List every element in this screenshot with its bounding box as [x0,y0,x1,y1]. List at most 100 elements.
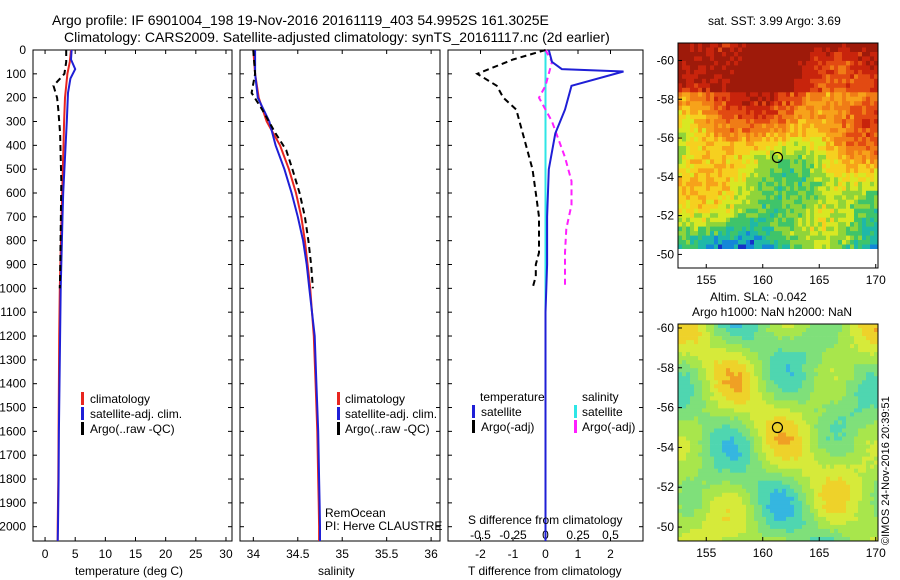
sst-cell [854,195,859,201]
sla-cell [678,356,683,361]
sla-cell [718,364,723,369]
sst-cell [730,101,735,107]
sla-cell [762,404,767,409]
sla-cell [750,340,755,345]
sla-cell [730,324,735,329]
sst-cell [766,159,771,165]
sla-cell [830,432,835,437]
sla-cell [826,392,831,397]
sla-cell [798,424,803,429]
sla-cell [762,412,767,417]
sst-cell [738,74,743,80]
sst-cell [694,47,699,53]
sla-cell [794,324,799,329]
sst-cell [814,56,819,62]
sst-cell [826,235,831,241]
sst-cell [766,163,771,169]
sla-cell [838,496,843,502]
sst-cell [722,168,727,174]
sst-cell [826,105,831,111]
sla-cell [826,356,831,361]
sla-cell [830,428,835,433]
sst-cell [726,150,731,156]
difference-legend: temperature salinity satellite Argo(-adj… [472,390,635,434]
sla-cell [798,412,803,417]
sst-cell [698,199,703,205]
sla-cell [698,432,703,437]
sla-cell [722,380,727,385]
sla-cell [810,500,815,506]
sst-cell [702,235,707,241]
sst-cell [726,137,731,142]
sla-cell [834,348,839,353]
sla-cell [810,448,815,453]
sst-cell [774,69,779,75]
sla-cell [702,416,707,421]
sla-cell [714,440,719,445]
sla-cell [686,336,691,341]
sst-cell [858,146,863,151]
sst-cell [678,110,683,116]
sla-cell [678,364,683,369]
sla-cell [798,360,803,365]
sst-cell [690,213,695,219]
sla-cell [738,340,743,345]
sst-cell [814,96,819,102]
sst-cell [758,110,763,116]
sst-cell [870,150,875,156]
sla-cell [806,380,811,385]
sla-cell [782,364,787,369]
sla-cell [870,460,875,465]
sla-cell [782,356,787,361]
sst-cell [850,217,855,223]
sla-cell [750,408,755,413]
legend-title-temperature: temperature [480,390,545,404]
sla-cell [694,512,699,518]
sst-cell [786,110,791,116]
sla-cell [814,376,819,381]
sst-cell [702,69,707,75]
sla-cell [750,432,755,437]
sla-cell [718,356,723,361]
sst-cell [722,60,727,66]
sst-cell [838,65,843,71]
sla-cell [738,424,743,429]
sla-cell [870,404,875,409]
sst-cell [714,128,719,133]
sla-cell [782,444,787,449]
sla-cell [822,428,827,433]
sla-cell [730,452,735,457]
sst-cell [694,231,699,236]
sla-cell [874,512,879,518]
sla-cell [702,452,707,457]
sla-cell [714,476,719,482]
sla-cell [874,344,879,349]
sst-cell [786,244,791,250]
sla-cell [838,424,843,429]
sla-cell [858,484,863,490]
sla-cell [718,376,723,381]
sst-cell [742,132,747,138]
sst-cell [850,172,855,178]
sla-cell [734,452,739,457]
sst-cell [866,119,871,124]
sst-cell [818,235,823,241]
sst-cell [798,132,803,138]
sla-cell [858,448,863,453]
sla-cell [766,384,771,389]
sst-cell [786,105,791,111]
sla-cell [842,476,847,482]
sla-cell [758,340,763,345]
sst-cell [754,240,759,245]
sst-cell [746,190,751,196]
sla-cell [782,340,787,345]
sla-cell [770,384,775,389]
sla-cell [778,428,783,433]
sst-cell [686,146,691,151]
sst-cell [790,114,795,120]
sla-cell [750,352,755,357]
sst-cell [802,150,807,156]
sst-cell [786,92,791,98]
sla-cell [738,440,743,445]
sst-cell [722,52,727,57]
